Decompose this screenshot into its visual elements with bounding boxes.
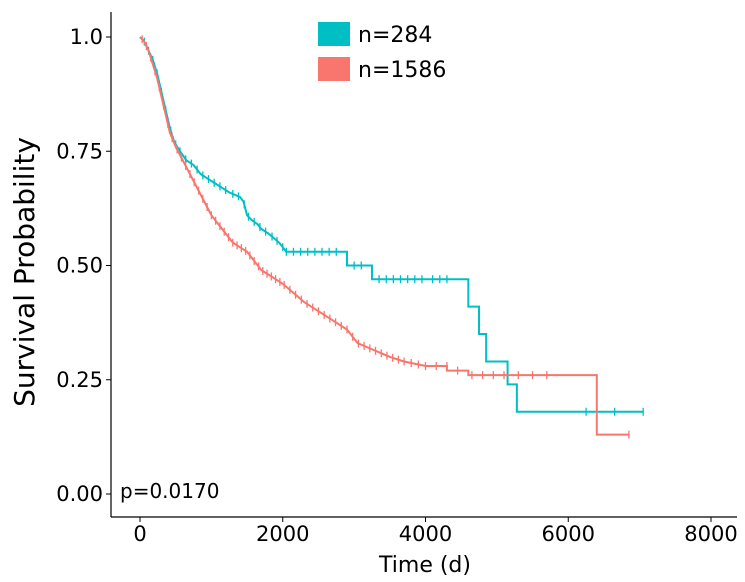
- axes: 0 2000 4000 6000 8000 0.00 0.25 0.50 0.75 1.0: [56, 12, 738, 546]
- legend: n=284 n=1586: [318, 22, 446, 83]
- y-tick-label: 0.00: [56, 482, 103, 506]
- legend-label: n=1586: [358, 58, 446, 83]
- p-value-annotation: p=0.0170: [120, 479, 219, 503]
- legend-swatch: [318, 22, 350, 46]
- y-tick-label: 0.75: [56, 139, 103, 163]
- legend-swatch: [318, 57, 350, 81]
- x-tick-label: 0: [133, 522, 146, 546]
- series-layer: [139, 35, 644, 439]
- x-tick-label: 4000: [399, 522, 452, 546]
- x-tick-label: 8000: [684, 522, 737, 546]
- survival-curve: [139, 36, 629, 436]
- y-axis-title: Survival Probability: [8, 137, 41, 407]
- y-tick-label: 0.50: [56, 254, 103, 278]
- series-1: [139, 36, 644, 416]
- x-axis-title: Time (d): [378, 553, 471, 578]
- survival-curve: [139, 36, 644, 413]
- y-tick-label: 1.0: [70, 25, 103, 49]
- legend-label: n=284: [358, 23, 432, 48]
- series-2: [139, 35, 630, 439]
- y-tick-label: 0.25: [56, 368, 103, 392]
- x-tick-label: 6000: [542, 522, 595, 546]
- x-tick-label: 2000: [256, 522, 309, 546]
